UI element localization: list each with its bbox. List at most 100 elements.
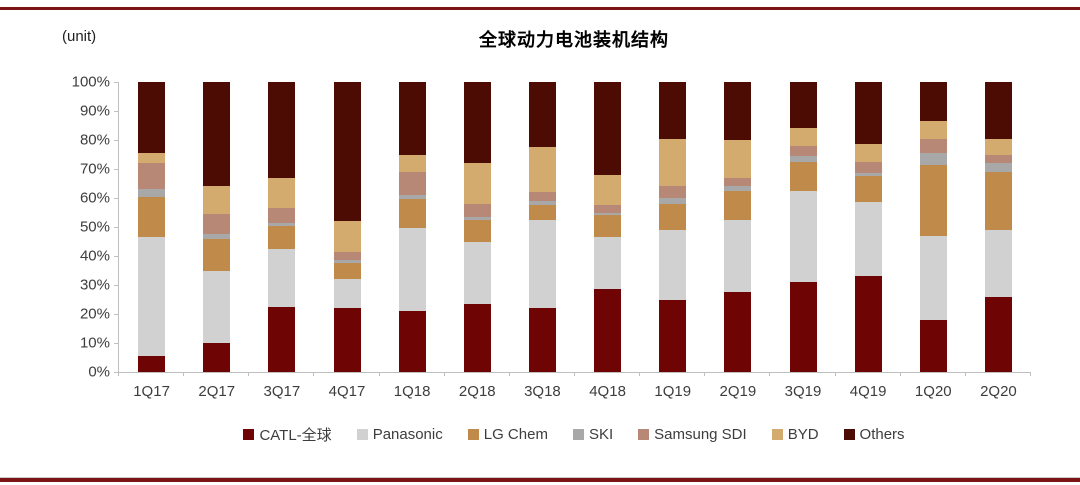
bar-segment-SKI [659, 198, 687, 204]
bar-segment-Panasonic [984, 229, 1012, 297]
legend-label: LG Chem [483, 426, 548, 443]
bar-segment-BYD [138, 153, 166, 164]
legend-label: Samsung SDI [654, 426, 747, 443]
bar-segment-Others [594, 82, 622, 175]
bar-segment-CATL-全球 [463, 303, 491, 372]
bar-segment-Panasonic [659, 229, 687, 300]
bar-segment-SKI [854, 173, 882, 177]
bar-segment-Others [398, 82, 426, 155]
bar-segment-CATL-全球 [659, 299, 687, 372]
stacked-bar-2Q17 [203, 82, 231, 372]
y-axis-tick-mark [114, 227, 119, 228]
bar-segment-SKI [268, 222, 296, 226]
bottom-hairline-rule [0, 477, 1080, 478]
x-axis-tick-label: 4Q19 [849, 383, 887, 400]
unit-label: (unit) [62, 28, 97, 45]
bar-segment-Panasonic [528, 219, 556, 309]
x-axis-tick-mark [118, 372, 119, 376]
x-axis-tick-mark [443, 372, 445, 376]
chart-legend: CATL-全球 Panasonic LG Chem SKI Samsung SDI BYD… [118, 424, 1030, 445]
stacked-bar-1Q17 [138, 82, 166, 372]
y-axis-tick-label: 70% [79, 160, 110, 178]
bar-segment-Samsung SDI [333, 251, 361, 261]
x-axis-tick-label: 1Q19 [654, 383, 692, 400]
bar-segment-LG Chem [984, 171, 1012, 230]
bar-segment-LG Chem [854, 176, 882, 203]
x-axis-tick-label: 2Q17 [198, 383, 236, 400]
bar-segment-Panasonic [789, 190, 817, 283]
legend-label: SKI [588, 426, 614, 443]
x-axis-tick-label: 2Q18 [458, 383, 496, 400]
y-axis-tick-mark [114, 343, 119, 344]
y-axis-tick-label: 0% [88, 363, 110, 381]
bar-segment-BYD [594, 174, 622, 206]
x-axis-tick-label: 2Q19 [719, 383, 757, 400]
bar-segment-Others [333, 82, 361, 222]
bar-segment-LG Chem [398, 199, 426, 229]
stacked-bar-4Q18 [594, 82, 622, 372]
stacked-bar-2Q20 [984, 82, 1012, 372]
bar-segment-Samsung SDI [854, 161, 882, 174]
bar-segment-BYD [268, 177, 296, 209]
chart-plot-area: 0% 10% 20% 30% 40% 50% 60% 70% 80% 90% 100% 1Q17 2Q1… [72, 75, 1031, 400]
bar-segment-Others [724, 82, 752, 141]
y-axis-tick-label: 80% [79, 131, 110, 149]
bar-segment-SKI [594, 212, 622, 216]
bar-segment-Samsung SDI [594, 205, 622, 213]
bar-segment-LG Chem [268, 225, 296, 249]
stacked-bar-3Q18 [528, 82, 556, 372]
bar-segment-Samsung SDI [463, 203, 491, 217]
bar-segment-CATL-全球 [724, 292, 752, 372]
bar-segment-Panasonic [203, 270, 231, 343]
bar-segment-SKI [398, 195, 426, 200]
x-axis-tick-mark [834, 372, 836, 376]
bar-segment-Others [138, 82, 166, 154]
bar-segment-Panasonic [398, 228, 426, 312]
legend-label: BYD [787, 426, 819, 443]
bar-segment-BYD [463, 163, 491, 204]
bar-segment-LG Chem [724, 190, 752, 220]
bar-segment-Panasonic [919, 235, 947, 320]
y-axis-tick-mark [114, 140, 119, 141]
bottom-border-rule [0, 478, 1080, 482]
bar-segment-SKI [724, 186, 752, 191]
bar-segment-Samsung SDI [138, 163, 166, 190]
legend-swatch-icon [638, 429, 650, 440]
bar-segment-LG Chem [463, 219, 491, 242]
bar-segment-CATL-全球 [919, 319, 947, 372]
x-axis-tick-label: 3Q19 [784, 383, 822, 400]
y-axis-tick-label: 20% [79, 305, 110, 323]
x-axis-tick-mark [248, 372, 250, 376]
x-axis-tick-label: 1Q17 [133, 383, 170, 400]
bar-segment-Others [984, 82, 1012, 139]
y-axis-tick-mark [114, 82, 119, 83]
y-axis-tick-label: 50% [79, 218, 110, 236]
x-axis-tick-label: 4Q18 [589, 383, 626, 400]
legend-item-Panasonic: Panasonic [356, 426, 443, 443]
legend-label: Others [859, 426, 905, 443]
bar-segment-Others [463, 82, 491, 164]
bar-segment-Samsung SDI [789, 145, 817, 156]
chart-title: 全球动力电池装机结构 [479, 30, 669, 50]
stacked-bar-1Q19 [659, 82, 687, 372]
x-axis-tick-mark [378, 372, 380, 376]
legend-swatch-icon [243, 429, 255, 440]
top-border-rule [0, 7, 1080, 10]
bar-segment-SKI [919, 153, 947, 165]
bar-segment-BYD [528, 147, 556, 193]
legend-swatch-icon [356, 429, 368, 440]
bar-segment-CATL-全球 [203, 343, 231, 372]
bar-segment-BYD [919, 121, 947, 139]
stacked-bar-1Q18 [398, 82, 426, 372]
x-axis-tick-mark [1030, 372, 1031, 376]
bar-segment-BYD [333, 221, 361, 252]
legend-swatch-icon [843, 429, 855, 440]
x-axis-tick-mark [574, 372, 575, 376]
y-axis-tick-label: 40% [79, 247, 110, 265]
bar-segment-LG Chem [789, 161, 817, 191]
bar-segment-CATL-全球 [333, 308, 361, 372]
bar-segment-LG Chem [659, 203, 687, 230]
bar-segment-LG Chem [594, 215, 622, 238]
y-axis-tick-mark [114, 198, 119, 199]
bar-segment-CATL-全球 [789, 282, 817, 372]
